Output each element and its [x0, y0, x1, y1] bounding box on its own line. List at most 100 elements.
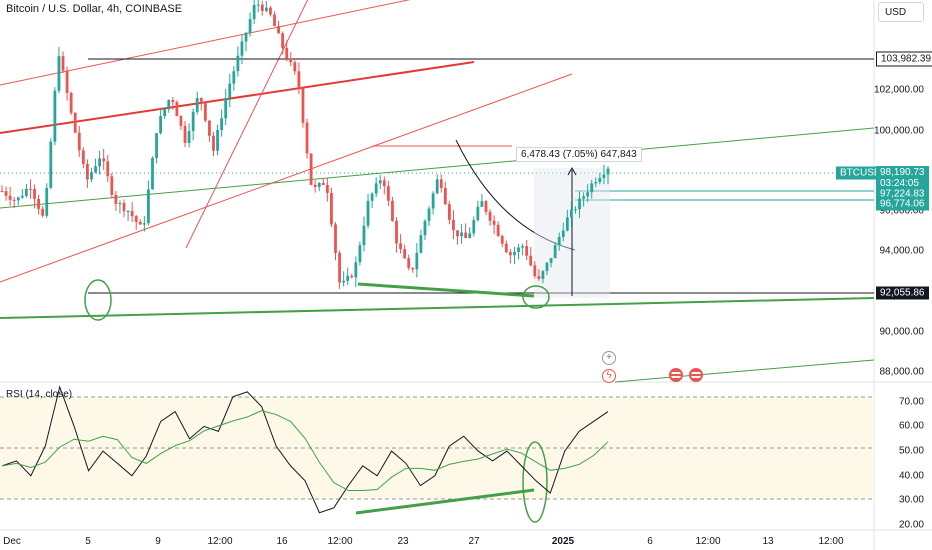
us-flag-icon[interactable] — [689, 368, 703, 382]
candle-body — [151, 157, 154, 190]
candle-body — [439, 179, 443, 188]
price-axis-label: 96,000.00 — [879, 205, 925, 217]
candle-body — [386, 186, 390, 201]
candle-body — [232, 71, 236, 84]
candlestick-series — [0, 0, 610, 289]
candle-body — [110, 176, 114, 195]
candle-body — [569, 209, 573, 218]
candle-body — [126, 210, 130, 212]
candle-body — [65, 70, 69, 93]
candle-body — [537, 276, 541, 279]
projection-line — [614, 359, 875, 383]
candle-body — [285, 47, 289, 59]
candle-body — [228, 83, 232, 99]
candle-body — [590, 183, 594, 193]
candle-body — [224, 98, 228, 119]
rsi-axis-label: 50.00 — [898, 445, 924, 457]
candle-body — [411, 267, 415, 270]
candle-body — [391, 200, 394, 221]
current-price-tag: 98,190.73 03:24:05 — [876, 166, 929, 190]
candle-body — [199, 98, 203, 102]
candle-body — [415, 252, 419, 270]
time-axis-label: 6 — [647, 536, 653, 547]
candle-body — [25, 188, 28, 196]
rsi-highlight-circle — [522, 441, 548, 523]
candle-body — [419, 235, 423, 253]
candle-body — [195, 98, 199, 112]
candle-body — [582, 196, 585, 199]
time-axis-label: 27 — [468, 536, 480, 547]
rsi-axis-label: 60.00 — [898, 420, 924, 432]
candle-body — [468, 233, 472, 238]
candle-body — [362, 225, 366, 246]
currency-button[interactable]: USD — [878, 2, 924, 22]
candle-body — [382, 180, 386, 187]
candle-body — [366, 200, 370, 226]
candle-body — [260, 4, 264, 11]
price-axis-label: 88,000.00 — [879, 366, 925, 378]
candle-body — [508, 252, 512, 256]
price-lows-line — [357, 282, 535, 298]
level-a-tag: 97,224.83 — [876, 187, 929, 201]
candle-body — [521, 246, 524, 248]
candle-body — [41, 208, 45, 216]
green-trend-line — [0, 127, 875, 209]
candle-body — [94, 166, 97, 173]
candle-body — [122, 203, 126, 212]
candle-body — [358, 245, 362, 263]
candle-body — [191, 111, 195, 132]
candle-body — [529, 255, 533, 266]
candle-body — [321, 182, 325, 185]
candle-body — [330, 192, 333, 225]
candle-body — [517, 247, 520, 252]
candle-body — [435, 179, 439, 194]
candle-body — [289, 58, 293, 63]
candle-body — [500, 236, 504, 244]
candle-body — [175, 102, 179, 117]
candle-body — [574, 209, 577, 211]
candle-body — [561, 230, 565, 238]
resistance-price-tag: 103,982.39 — [876, 51, 932, 67]
candle-body — [492, 220, 496, 225]
measurement-label: 6,478.43 (7.05%) 647,843 — [516, 147, 642, 162]
candle-body — [273, 14, 276, 27]
candle-body — [240, 41, 244, 56]
time-axis-label: 13 — [762, 536, 774, 547]
candle-body — [264, 7, 268, 11]
time-axis-label: 12:00 — [327, 536, 353, 547]
channel-lower-line — [0, 73, 573, 283]
candle-body — [142, 223, 146, 225]
candle-body — [114, 194, 118, 204]
bar-countdown: 03:24:05 — [880, 178, 919, 189]
candle-body — [602, 174, 606, 178]
candle-body — [203, 101, 207, 121]
candle-body — [301, 88, 305, 123]
price-axis-label: 102,000.00 — [873, 84, 924, 96]
candle-body — [138, 221, 142, 225]
candle-body — [33, 188, 36, 199]
candle-body — [395, 220, 398, 244]
candle-body — [456, 230, 459, 237]
time-axis-label: 12:00 — [695, 536, 721, 547]
symbol-title: Bitcoin / U.S. Dollar, 4h, COINBASE — [6, 3, 183, 15]
channel-mid-line — [0, 61, 475, 134]
lightning-icon[interactable]: ϟ — [602, 369, 616, 383]
candle-body — [480, 201, 484, 207]
add-icon[interactable]: + — [602, 351, 616, 365]
candle-body — [423, 220, 427, 236]
rsi-line — [1, 385, 609, 514]
candle-body — [598, 177, 602, 183]
us-flag-icon[interactable] — [669, 368, 683, 382]
candle-body — [73, 112, 77, 133]
time-axis-label: 16 — [276, 536, 288, 547]
candle-body — [496, 224, 500, 237]
time-axis-label: 5 — [85, 536, 91, 547]
candle-body — [525, 246, 529, 256]
candle-body — [378, 180, 382, 184]
support-price-tag: 92,055.86 — [876, 286, 929, 300]
candle-body — [338, 252, 341, 283]
price-axis-label: 90,000.00 — [879, 326, 925, 338]
time-axis-label: Dec — [3, 536, 21, 547]
candle-body — [69, 92, 73, 113]
